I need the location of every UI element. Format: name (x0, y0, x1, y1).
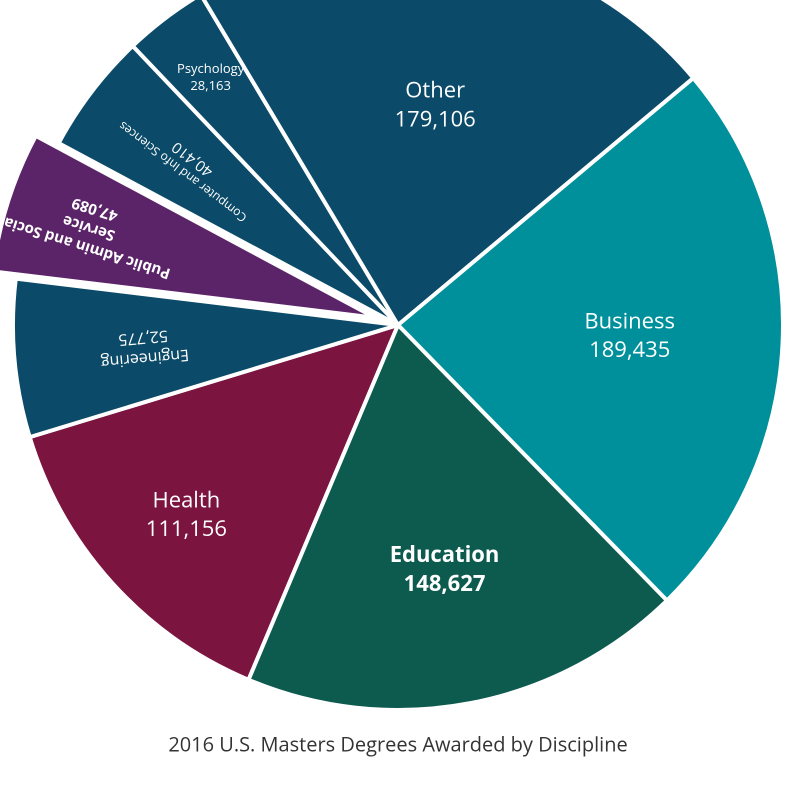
pie-slice (201, 0, 696, 327)
value-label: 28,163 (190, 76, 231, 94)
category-label: Health (153, 484, 221, 514)
category-label: Education (390, 539, 500, 569)
pie-slice (130, 0, 400, 327)
chart-title: 2016 U.S. Masters Degrees Awarded by Dis… (168, 730, 627, 757)
pie-slice (27, 323, 400, 682)
category-label: Business (584, 305, 675, 335)
value-label: 52,775 (117, 325, 169, 351)
pie-slice (396, 76, 785, 603)
category-label: Psychology (177, 59, 245, 77)
value-label: 179,106 (395, 103, 476, 133)
pie-slice (246, 323, 669, 712)
value-label: 189,435 (589, 334, 670, 364)
pie-slice (0, 133, 378, 320)
category-label: Other (405, 75, 465, 105)
pie-slice (11, 276, 400, 440)
value-label: 148,627 (404, 568, 486, 598)
value-label: 111,156 (146, 513, 227, 543)
